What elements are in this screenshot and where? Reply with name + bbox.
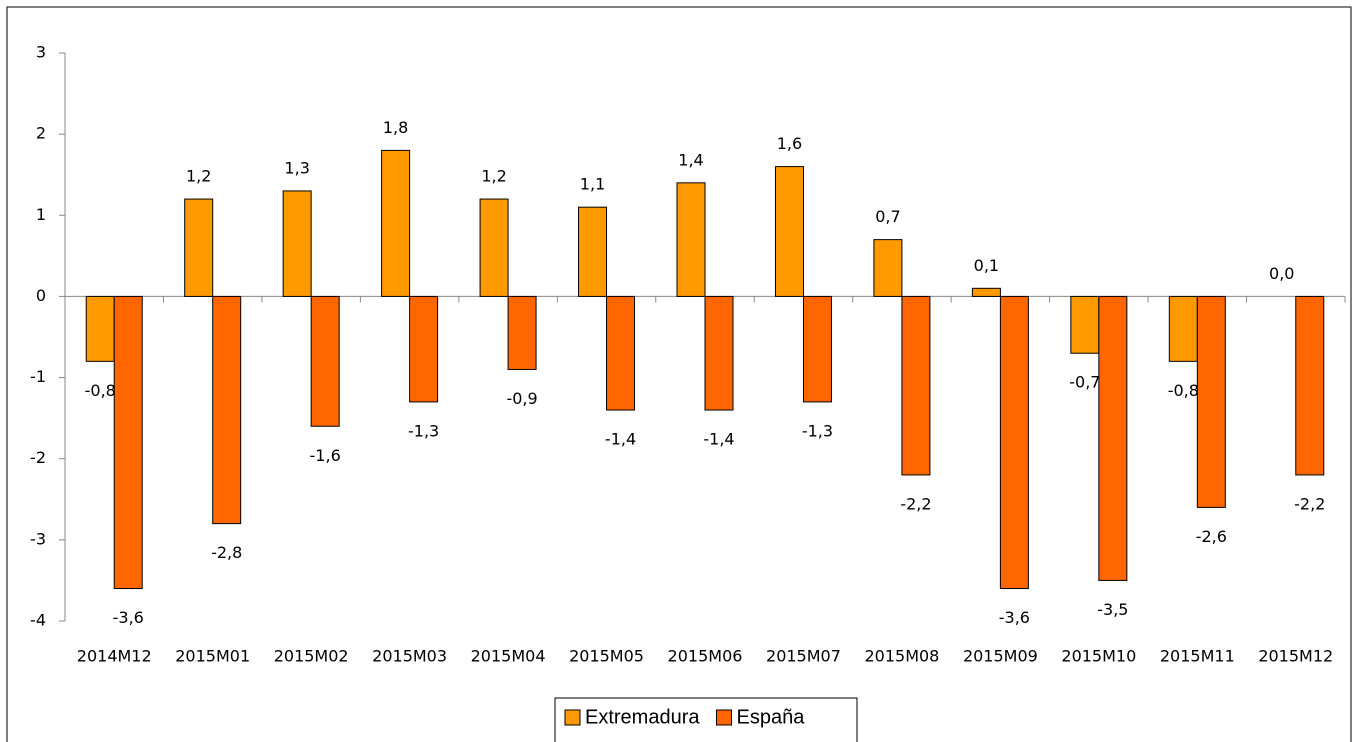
x-tick-label: 2015M03 bbox=[372, 647, 447, 666]
value-label: -2,2 bbox=[900, 494, 931, 513]
x-tick-label: 2015M05 bbox=[569, 647, 644, 666]
value-label: -1,4 bbox=[605, 430, 636, 449]
chart-border bbox=[6, 6, 1352, 742]
value-label: -0,8 bbox=[85, 381, 116, 400]
value-label: -3,6 bbox=[113, 608, 144, 627]
bar bbox=[479, 198, 509, 297]
x-tick-label: 2014M12 bbox=[77, 647, 152, 666]
value-label: 1,6 bbox=[777, 134, 802, 153]
bar bbox=[676, 182, 706, 297]
bar bbox=[310, 295, 340, 427]
y-tick-label: -1 bbox=[30, 367, 46, 386]
x-tick-label: 2015M06 bbox=[668, 647, 743, 666]
bar bbox=[774, 166, 804, 297]
legend-swatch bbox=[564, 709, 581, 726]
y-tick-label: 3 bbox=[36, 43, 46, 62]
value-label: 0,0 bbox=[1269, 264, 1294, 283]
bar bbox=[282, 190, 312, 297]
x-tick-label: 2015M08 bbox=[864, 647, 939, 666]
bar bbox=[409, 295, 439, 403]
value-label: 1,2 bbox=[186, 167, 211, 186]
x-tick-label: 2015M02 bbox=[274, 647, 349, 666]
x-tick-label: 2015M11 bbox=[1160, 647, 1235, 666]
bar bbox=[113, 295, 143, 590]
value-label: -3,5 bbox=[1097, 600, 1128, 619]
bar bbox=[184, 198, 214, 297]
bar bbox=[381, 149, 411, 297]
y-tick-label: -3 bbox=[30, 529, 46, 548]
y-tick-label: 1 bbox=[36, 205, 46, 224]
legend-label: España bbox=[737, 706, 806, 728]
bar bbox=[606, 295, 636, 411]
legend-box bbox=[554, 697, 858, 742]
bar bbox=[1098, 295, 1128, 581]
x-tick-label: 2015M07 bbox=[766, 647, 841, 666]
value-label: -0,8 bbox=[1168, 381, 1199, 400]
x-tick-label: 2015M04 bbox=[471, 647, 546, 666]
bar bbox=[971, 287, 1001, 297]
bar bbox=[212, 295, 242, 525]
y-tick-label: -2 bbox=[30, 448, 46, 467]
bar bbox=[1070, 295, 1100, 354]
value-label: 0,7 bbox=[875, 207, 900, 226]
y-tick-label: 2 bbox=[36, 124, 46, 143]
y-tick-label: -4 bbox=[30, 611, 46, 630]
x-tick-label: 2015M09 bbox=[963, 647, 1038, 666]
x-tick-label: 2015M01 bbox=[175, 647, 250, 666]
bar bbox=[704, 295, 734, 411]
x-tick-label: 2015M12 bbox=[1258, 647, 1333, 666]
value-label: -1,3 bbox=[802, 421, 833, 440]
value-label: -2,8 bbox=[211, 543, 242, 562]
y-tick-label: 0 bbox=[36, 286, 46, 305]
bar bbox=[999, 295, 1029, 590]
bar bbox=[85, 295, 115, 362]
value-label: 1,4 bbox=[678, 150, 703, 169]
bar bbox=[901, 295, 931, 476]
value-label: -3,6 bbox=[999, 608, 1030, 627]
value-label: -0,9 bbox=[506, 389, 537, 408]
bar bbox=[873, 239, 903, 297]
value-label: -2,2 bbox=[1294, 494, 1325, 513]
value-label: 1,3 bbox=[284, 158, 309, 177]
value-label: -1,4 bbox=[703, 430, 734, 449]
value-label: -0,7 bbox=[1069, 373, 1100, 392]
value-label: -1,6 bbox=[310, 446, 341, 465]
value-label: 1,1 bbox=[580, 175, 605, 194]
bar bbox=[1295, 295, 1325, 476]
legend-label: Extremadura bbox=[585, 706, 700, 728]
bar bbox=[578, 206, 608, 297]
value-label: 0,1 bbox=[974, 256, 999, 275]
x-tick-label: 2015M10 bbox=[1061, 647, 1136, 666]
value-label: 1,8 bbox=[383, 118, 408, 137]
bar bbox=[1196, 295, 1226, 508]
bar bbox=[1168, 295, 1198, 362]
value-label: -2,6 bbox=[1196, 527, 1227, 546]
bar bbox=[802, 295, 832, 403]
legend-swatch bbox=[716, 709, 732, 726]
bar bbox=[507, 295, 537, 370]
value-label: 1,2 bbox=[481, 167, 506, 186]
value-label: -1,3 bbox=[408, 421, 439, 440]
